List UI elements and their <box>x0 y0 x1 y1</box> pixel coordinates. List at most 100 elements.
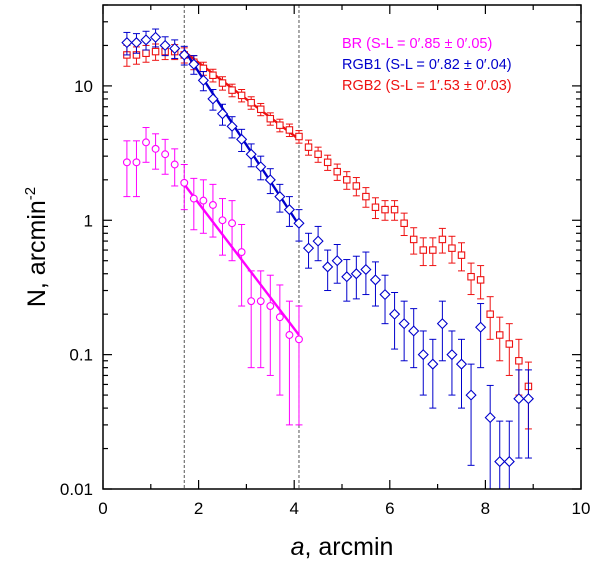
y-axis-title-sup: -2 <box>22 187 39 200</box>
data-point-rgb2 <box>266 114 275 123</box>
data-point-br <box>228 219 237 228</box>
data-point-rgb1 <box>159 39 171 52</box>
data-point-rgb1 <box>188 58 200 70</box>
data-point-rgb2 <box>199 64 208 73</box>
data-point-rgb2 <box>476 276 485 284</box>
y-axis-title: N, arcmin-2 <box>22 187 51 307</box>
data-point-rgb1 <box>302 242 315 254</box>
data-point-rgb2 <box>419 246 428 254</box>
y-tick-label: 0.01 <box>60 480 93 499</box>
data-point-br <box>199 196 208 205</box>
data-point-br <box>285 331 294 339</box>
data-point-rgb2 <box>429 246 437 254</box>
legend-entry-br: BR (S-L = 0′.85 ± 0′.05) <box>342 36 492 52</box>
data-point-rgb2 <box>409 235 418 244</box>
x-tick-label: 6 <box>385 499 394 518</box>
data-point-rgb2 <box>457 251 466 259</box>
fit-line-br <box>183 183 300 336</box>
data-point-rgb1 <box>207 93 219 105</box>
data-point-rgb1 <box>465 389 477 401</box>
data-point-br <box>151 144 160 153</box>
data-point-rgb1 <box>455 358 468 370</box>
data-point-rgb1 <box>283 204 295 216</box>
x-tick-label: 2 <box>194 499 203 518</box>
data-point-rgb1 <box>408 325 420 337</box>
data-point-rgb1 <box>121 37 133 49</box>
data-point-br <box>161 150 170 159</box>
x-axis-title: a, arcmin <box>291 533 394 561</box>
data-point-br <box>295 335 303 344</box>
data-point-rgb2 <box>495 331 504 339</box>
data-point-rgb1 <box>226 120 238 132</box>
data-point-rgb2 <box>371 203 380 211</box>
data-point-rgb1 <box>427 358 439 370</box>
data-point-rgb1 <box>312 235 324 247</box>
data-point-rgb1 <box>503 455 515 468</box>
data-point-rgb2 <box>505 340 514 348</box>
data-point-rgb1 <box>255 161 267 173</box>
data-point-br <box>132 158 141 167</box>
data-point-br <box>122 158 131 167</box>
data-point-rgb1 <box>216 108 229 120</box>
data-point-rgb1 <box>389 308 401 320</box>
data-point-rgb1 <box>379 288 391 301</box>
data-point-rgb2 <box>295 132 303 141</box>
data-point-br <box>218 216 227 225</box>
data-point-rgb1 <box>130 37 143 49</box>
data-point-rgb2 <box>467 272 475 281</box>
data-point-rgb1 <box>494 455 506 468</box>
data-point-rgb1 <box>475 321 487 333</box>
data-point-rgb1 <box>369 274 382 286</box>
data-point-rgb1 <box>150 31 162 43</box>
data-point-br <box>247 297 256 306</box>
data-point-rgb1 <box>169 42 181 55</box>
x-tick-label: 8 <box>481 499 490 518</box>
data-point-rgb2 <box>304 143 313 151</box>
data-point-rgb1 <box>360 263 372 276</box>
x-tick-label: 0 <box>98 499 107 518</box>
data-point-rgb2 <box>381 205 389 214</box>
x-axis-title-italic: a <box>291 533 305 561</box>
data-point-rgb1 <box>236 133 248 145</box>
data-point-rgb1 <box>350 268 362 280</box>
x-tick-label: 10 <box>572 499 591 518</box>
data-point-br <box>208 201 217 209</box>
data-point-rgb2 <box>247 98 255 107</box>
data-point-rgb1 <box>245 148 257 160</box>
y-tick-label: 10 <box>74 77 93 96</box>
x-tick-label: 4 <box>289 499 298 518</box>
data-point-rgb1 <box>331 255 343 267</box>
data-point-rgb1 <box>197 74 209 86</box>
data-point-rgb2 <box>343 176 351 184</box>
data-point-rgb2 <box>438 235 447 244</box>
data-point-br <box>256 297 265 306</box>
data-point-rgb1 <box>293 217 305 229</box>
data-point-br <box>266 302 275 310</box>
data-point-rgb2 <box>228 86 236 94</box>
series-rgb1 <box>121 28 534 489</box>
data-point-rgb2 <box>151 47 160 56</box>
y-axis-title-main: N, arcmin <box>23 200 51 307</box>
data-point-rgb2 <box>352 182 361 190</box>
data-point-rgb2 <box>209 71 217 80</box>
data-point-rgb1 <box>436 318 448 330</box>
data-point-rgb2 <box>323 158 332 167</box>
legend: BR (S-L = 0′.85 ± 0′.05) RGB1 (S-L = 0′.… <box>342 36 512 94</box>
data-point-rgb2 <box>515 357 523 365</box>
legend-entry-rgb2: RGB2 (S-L = 1′.53 ± 0′.03) <box>342 78 512 94</box>
data-point-rgb2 <box>333 167 341 176</box>
series-br <box>122 127 303 426</box>
x-axis-title-rest: , arcmin <box>305 533 394 561</box>
data-point-rgb1 <box>398 318 410 330</box>
y-tick-label: 0.1 <box>69 346 93 365</box>
data-point-rgb2 <box>400 219 408 228</box>
y-tick-label: 1 <box>84 211 93 230</box>
data-point-rgb2 <box>314 150 322 158</box>
data-point-br <box>142 138 150 147</box>
data-point-rgb2 <box>256 105 265 114</box>
data-point-rgb1 <box>322 261 334 273</box>
data-point-rgb2 <box>390 205 399 214</box>
data-point-br <box>275 313 284 322</box>
data-point-rgb1 <box>522 393 534 405</box>
